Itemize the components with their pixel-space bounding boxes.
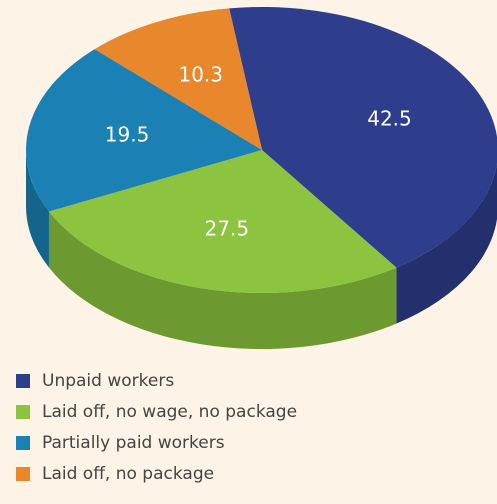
- value-label: 19.5: [105, 123, 150, 147]
- legend-swatch: [16, 436, 30, 450]
- legend-label: Laid off, no package: [42, 464, 214, 484]
- legend-swatch: [16, 467, 30, 481]
- slice: [25, 49, 262, 212]
- value-label: 27.5: [205, 217, 250, 241]
- slice-side: [26, 150, 49, 268]
- slice: [48, 150, 397, 293]
- legend-label: Partially paid workers: [42, 433, 225, 453]
- value-label: 42.5: [367, 106, 412, 130]
- slice: [229, 7, 497, 268]
- legend-label: Laid off, no wage, no package: [42, 402, 297, 422]
- slice-side: [48, 211, 397, 349]
- legend-label: Unpaid workers: [42, 371, 174, 391]
- legend-swatch: [16, 374, 30, 388]
- slice: [94, 8, 262, 151]
- legend-swatch: [16, 405, 30, 419]
- value-label: 10.3: [178, 62, 223, 86]
- slice-side: [396, 162, 497, 324]
